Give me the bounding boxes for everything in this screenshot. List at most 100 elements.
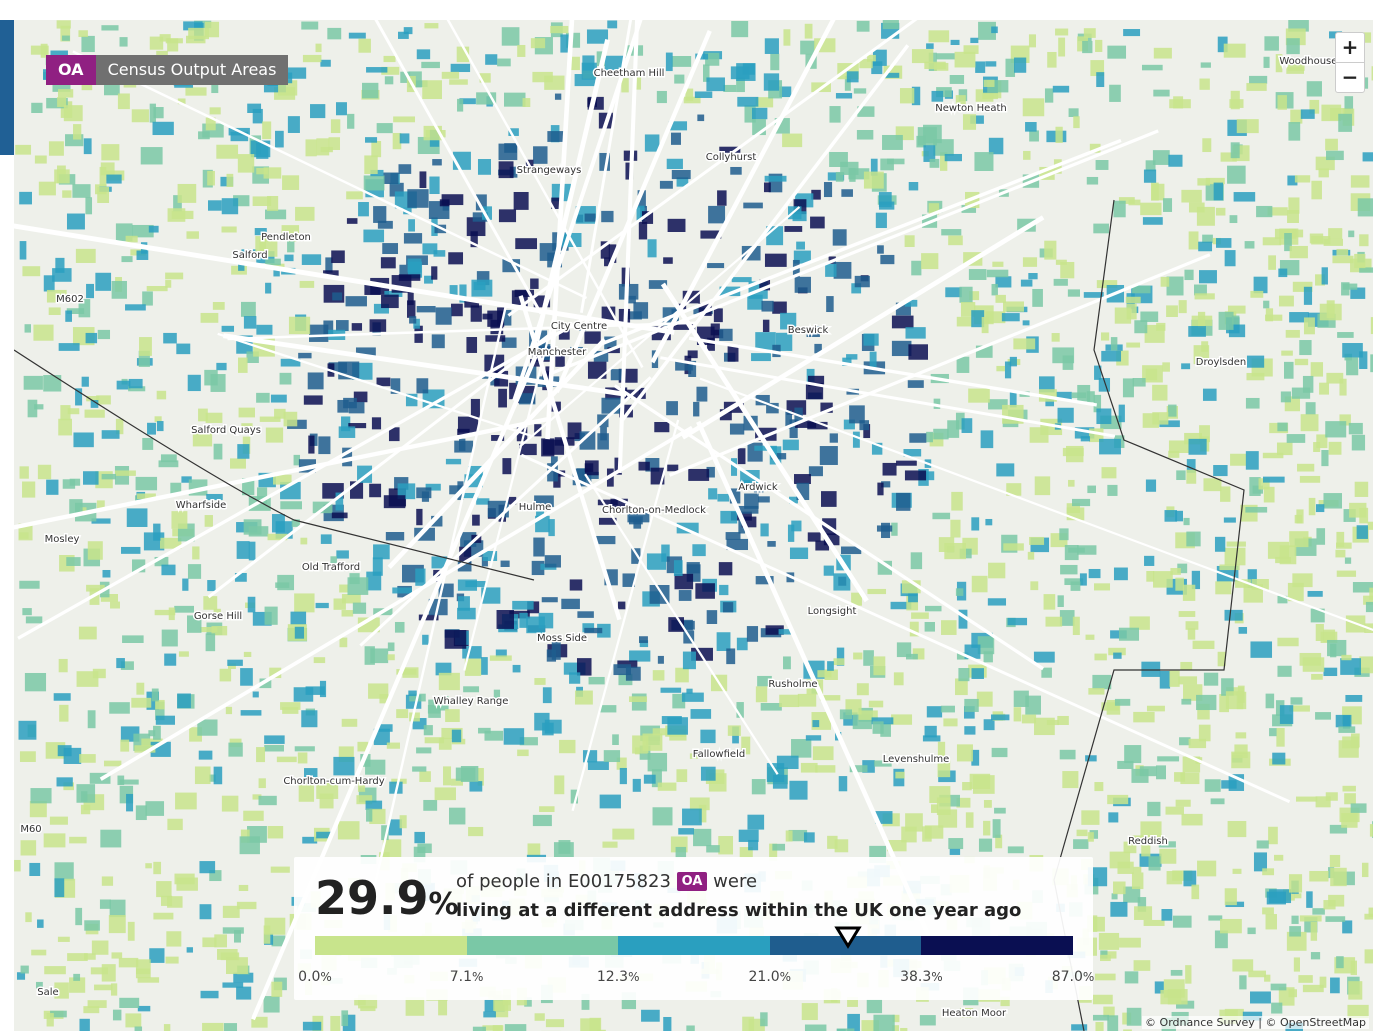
map-block [1245,506,1268,513]
map-block [560,34,570,53]
map-block [308,435,315,454]
map-block [1159,420,1180,428]
map-block [275,582,290,588]
zoom-out[interactable]: − [1336,62,1364,92]
map-block [188,27,209,40]
legend-tick: 0.0% [298,969,332,985]
map-block [203,596,218,610]
map-block [1217,651,1226,667]
map-block [869,351,877,369]
map-block [636,205,645,222]
map-block [154,416,162,422]
map-block [1325,916,1346,922]
map-block [422,80,442,100]
map-block [1113,200,1126,218]
map-block [1290,697,1303,705]
map-block [1117,861,1134,874]
map-block [751,353,771,362]
map-block [971,517,980,531]
map-block [128,386,146,392]
map-block [726,648,736,665]
map-block [755,394,770,406]
map-block [936,53,955,60]
map-block [473,281,486,291]
place-label: Newton Heath [935,103,1006,114]
map-block [198,750,213,760]
map-block [1199,270,1217,284]
map-block [760,1012,768,1027]
map-block [1213,465,1228,477]
map-block [1325,421,1347,438]
map-block [1034,476,1051,496]
road [650,20,836,364]
legend-swatch [769,936,922,955]
map-block [1232,868,1242,874]
map-block [50,1010,67,1018]
map-block [1178,611,1196,617]
map-block [256,392,270,403]
map-block [73,124,82,140]
map-block [1188,738,1207,749]
map-block [969,291,980,301]
map-block [167,208,186,222]
map-block [313,657,326,664]
map-block [427,705,441,714]
map-block [805,735,822,741]
map-block [1146,705,1165,712]
map-block [1088,568,1101,579]
map-block [763,73,780,91]
map-block [666,158,683,170]
map-block [881,522,891,539]
map-block [154,556,169,567]
map-block [101,876,114,886]
road [72,50,588,300]
map-block [885,72,900,78]
map-block [1315,796,1331,808]
map-block [829,433,838,443]
map-block [207,170,215,186]
map-block [137,977,160,983]
map-block [912,648,925,660]
map-block [475,194,487,211]
map-block [1306,81,1322,97]
map-block [86,396,100,402]
map-block [101,473,117,480]
map-block [545,366,553,386]
map-block [328,362,348,373]
map-block [706,845,720,853]
map-block [153,523,161,541]
map-block [31,949,47,956]
map-block [238,357,248,373]
map-block [1057,407,1074,423]
map-block [1108,647,1126,656]
map-block [384,290,403,297]
map-block [83,138,92,155]
map-block [1013,690,1029,707]
map-block [916,135,926,148]
map-block [1265,693,1275,709]
map-block [1153,47,1172,59]
map-block [574,690,593,705]
map-block [282,175,300,190]
map-block [896,492,911,511]
map-block [971,749,980,766]
map-block [968,269,987,280]
map-block [875,212,887,229]
map-block [932,512,951,520]
map-block [125,1013,142,1028]
map-block [96,395,111,405]
map-block [87,710,96,729]
zoom-in[interactable]: + [1341,35,1359,59]
map-block [498,161,514,179]
map[interactable]: Cheetham Hill Newton Heath Woodhouses Colly… [14,20,1373,1031]
map-block [1143,919,1165,926]
map-block [1137,897,1147,912]
road [681,215,1045,440]
map-block [155,699,165,710]
map-block [55,257,65,273]
map-block [1074,427,1095,439]
map-block [205,633,216,652]
road [548,129,1159,376]
map-block [263,167,282,179]
map-block [478,727,491,734]
